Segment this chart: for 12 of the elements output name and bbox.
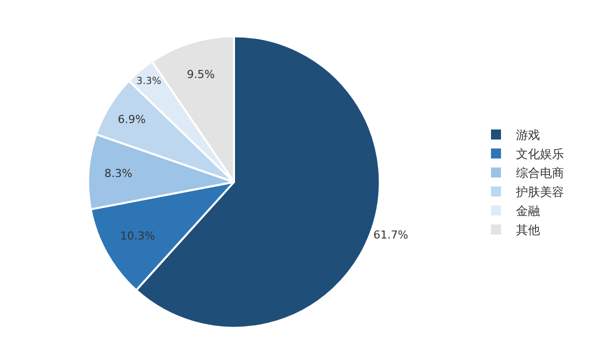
data-label: 9.5% [186,68,215,81]
data-label: 8.3% [104,167,132,180]
legend-label: 综合电商 [516,166,564,180]
legend-label: 游戏 [516,128,540,142]
data-label: 6.9% [118,112,146,126]
legend-label: 护肤美容 [515,185,564,200]
legend-label: 金融 [516,204,540,218]
legend-label: 其他 [516,223,540,238]
data-label: 3.3% [136,76,162,88]
data-label: 61.7% [373,228,408,242]
legend-label: 文化娱乐 [516,147,564,162]
data-label: 10.3% [120,230,156,243]
